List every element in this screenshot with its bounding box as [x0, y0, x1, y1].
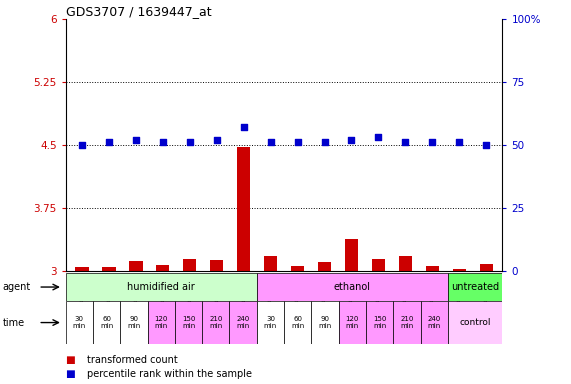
Bar — [120, 301, 147, 344]
Point — [239, 124, 248, 131]
Bar — [264, 256, 278, 271]
Point — [185, 139, 194, 146]
Text: transformed count: transformed count — [87, 355, 178, 365]
Bar — [257, 273, 448, 301]
Text: 60
min: 60 min — [291, 316, 304, 329]
Text: untreated: untreated — [451, 282, 499, 292]
Bar — [237, 147, 250, 271]
Text: 120
min: 120 min — [345, 316, 359, 329]
Text: 240
min: 240 min — [236, 316, 250, 329]
Bar — [66, 301, 93, 344]
Text: 90
min: 90 min — [319, 316, 332, 329]
Text: ethanol: ethanol — [334, 282, 371, 292]
Text: 30
min: 30 min — [73, 316, 86, 329]
Text: 210
min: 210 min — [209, 316, 223, 329]
Point — [77, 142, 86, 148]
Bar — [366, 301, 393, 344]
Bar — [393, 301, 421, 344]
Bar — [66, 273, 257, 301]
Point — [266, 139, 275, 146]
Bar — [480, 264, 493, 271]
Bar — [93, 301, 120, 344]
Text: ■: ■ — [66, 369, 79, 379]
Text: 210
min: 210 min — [400, 316, 413, 329]
Point — [401, 139, 410, 146]
Bar — [102, 267, 115, 271]
Bar — [183, 259, 196, 271]
Text: 240
min: 240 min — [428, 316, 441, 329]
Bar — [156, 265, 170, 271]
Text: 30
min: 30 min — [264, 316, 277, 329]
Point — [347, 137, 356, 143]
Bar — [421, 301, 448, 344]
Bar — [448, 273, 502, 301]
Text: 90
min: 90 min — [127, 316, 140, 329]
Text: ■: ■ — [66, 355, 79, 365]
Bar — [453, 269, 466, 271]
Point — [374, 134, 383, 141]
Point — [131, 137, 140, 143]
Bar — [75, 266, 89, 271]
Point — [158, 139, 167, 146]
Text: GDS3707 / 1639447_at: GDS3707 / 1639447_at — [66, 5, 211, 18]
Point — [212, 137, 221, 143]
Point — [428, 139, 437, 146]
Text: percentile rank within the sample: percentile rank within the sample — [87, 369, 252, 379]
Point — [482, 142, 491, 148]
Text: 150
min: 150 min — [182, 316, 195, 329]
Bar — [257, 301, 284, 344]
Bar — [399, 257, 412, 271]
Point — [455, 139, 464, 146]
Point — [293, 139, 302, 146]
Bar — [230, 301, 257, 344]
Text: 120
min: 120 min — [155, 316, 168, 329]
Text: control: control — [460, 318, 491, 327]
Text: time: time — [3, 318, 25, 328]
Text: humidified air: humidified air — [127, 282, 195, 292]
Point — [104, 139, 114, 146]
Bar — [202, 301, 230, 344]
Text: 60
min: 60 min — [100, 316, 113, 329]
Bar — [372, 259, 385, 271]
Text: 150
min: 150 min — [373, 316, 387, 329]
Bar — [318, 262, 331, 271]
Bar — [175, 301, 202, 344]
Bar — [425, 266, 439, 271]
Bar — [210, 260, 223, 271]
Point — [320, 139, 329, 146]
Bar — [339, 301, 366, 344]
Bar — [345, 239, 358, 271]
Bar — [311, 301, 339, 344]
Bar — [129, 261, 143, 271]
Bar — [284, 301, 311, 344]
Text: agent: agent — [3, 282, 31, 292]
Bar — [448, 301, 502, 344]
Bar — [147, 301, 175, 344]
Bar — [291, 266, 304, 271]
